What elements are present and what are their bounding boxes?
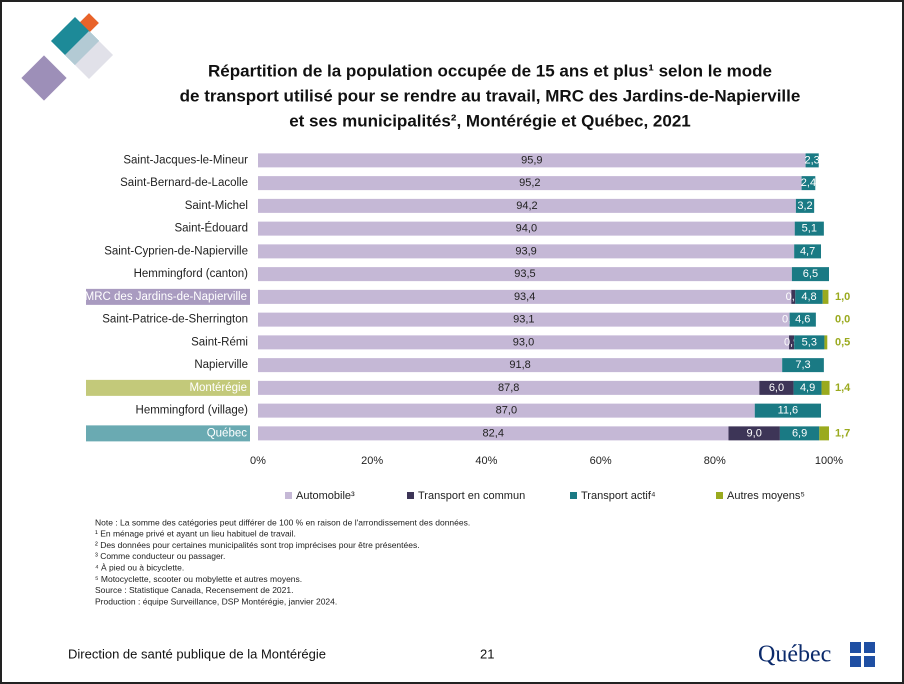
value-label: 95,9 [521,154,542,166]
value-label: 4,7 [800,245,815,257]
bar-segment [819,426,829,440]
value-label: 6,5 [803,268,818,280]
value-label: 1,7 [835,427,850,439]
logo: Québec [758,642,831,668]
y-tick-label: Saint-Michel [185,200,248,212]
value-label: 5,1 [802,223,817,235]
x-tick-label: 80% [704,455,726,467]
y-tick-label: Hemmingford (village) [136,405,249,417]
value-label: 1,4 [835,382,851,394]
legend-label: Transport actif⁴ [581,490,656,502]
slide: Répartition de la population occupée de … [0,0,904,684]
y-tick-label: Saint-Cyprien-de-Napierville [104,245,248,257]
value-label: 87,8 [498,382,519,394]
page-number: 21 [480,646,494,661]
legend-label: Autres moyens⁵ [727,490,805,502]
note: Production : équipe Surveillance, DSP Mo… [95,596,337,606]
x-tick-label: 20% [361,455,383,467]
y-tick-label: Saint-Bernard-de-Lacolle [120,177,248,189]
value-label: 4,6 [795,314,810,326]
value-label: 91,8 [509,359,530,371]
note: Source : Statistique Canada, Recensement… [95,585,293,595]
value-label: 2,4 [801,177,816,189]
value-label: 9,0 [747,427,762,439]
legend-swatch [407,492,414,499]
legend-swatch [285,492,292,499]
note: Note : La somme des catégories peut diff… [95,517,470,527]
legend-swatch [716,492,723,499]
note: ⁴ À pied ou à bicyclette. [95,562,184,572]
value-label: 1,0 [835,291,850,303]
y-tick-label: Saint-Édouard [174,222,248,235]
value-label: 3,2 [797,200,812,212]
value-label: 94,0 [516,223,537,235]
page: Répartition de la population occupée de … [0,0,904,684]
value-label: 4,9 [800,382,815,394]
value-label: 93,0 [513,336,534,348]
y-tick-label: Québec [207,427,248,439]
y-tick-label: Saint-Patrice-de-Sherrington [102,314,248,326]
bar-segment [823,290,829,304]
value-label: 94,2 [516,200,537,212]
value-label: 0,5 [835,336,850,348]
y-tick-label: Saint-Jacques-le-Mineur [123,154,248,166]
value-label: 0,0 [835,314,850,326]
title-line: Répartition de la population occupée de … [208,61,772,80]
x-tick-label: 60% [590,455,612,467]
y-tick-label: Hemmingford (canton) [134,268,249,280]
legend-swatch [570,492,577,499]
value-label: 93,5 [514,268,535,280]
value-label: 6,9 [792,427,807,439]
y-tick-label: Montérégie [189,382,247,394]
bar-segment [824,335,827,349]
value-label: 93,1 [513,314,534,326]
logo-flag [850,642,875,667]
note: ² Des données pour certaines municipalit… [95,540,420,550]
x-tick-label: 100% [815,455,843,467]
x-tick-label: 40% [475,455,497,467]
title-line: de transport utilisé pour se rendre au t… [180,86,801,105]
legend-label: Transport en commun [418,490,525,502]
value-label: 93,9 [515,245,536,257]
y-tick-label: Saint-Rémi [191,336,248,348]
note: ³ Comme conducteur ou passager. [95,551,225,561]
legend-label: Automobile³ [296,490,355,502]
note: ⁵ Motocyclette, scooter ou mobylette et … [95,574,302,584]
value-label: 95,2 [519,177,540,189]
bar-segment [822,381,830,395]
y-tick-label: MRC des Jardins-de-Napierville [85,291,247,303]
value-label: 7,3 [795,359,810,371]
value-label: 2,3 [805,154,820,166]
note: ¹ En ménage privé et ayant un lieu habit… [95,529,296,539]
value-label: 82,4 [483,427,504,439]
value-label: 11,6 [778,405,799,417]
value-label: 93,4 [514,291,535,303]
value-label: 6,0 [769,382,784,394]
value-label: 4,8 [801,291,816,303]
value-label: 87,0 [496,405,517,417]
x-tick-label: 0% [250,455,266,467]
title-line: et ses municipalités², Montérégie et Qué… [289,111,691,130]
value-label: 5,3 [802,336,817,348]
footer-organization: Direction de santé publique de la Montér… [68,646,326,661]
y-tick-label: Napierville [194,359,248,371]
